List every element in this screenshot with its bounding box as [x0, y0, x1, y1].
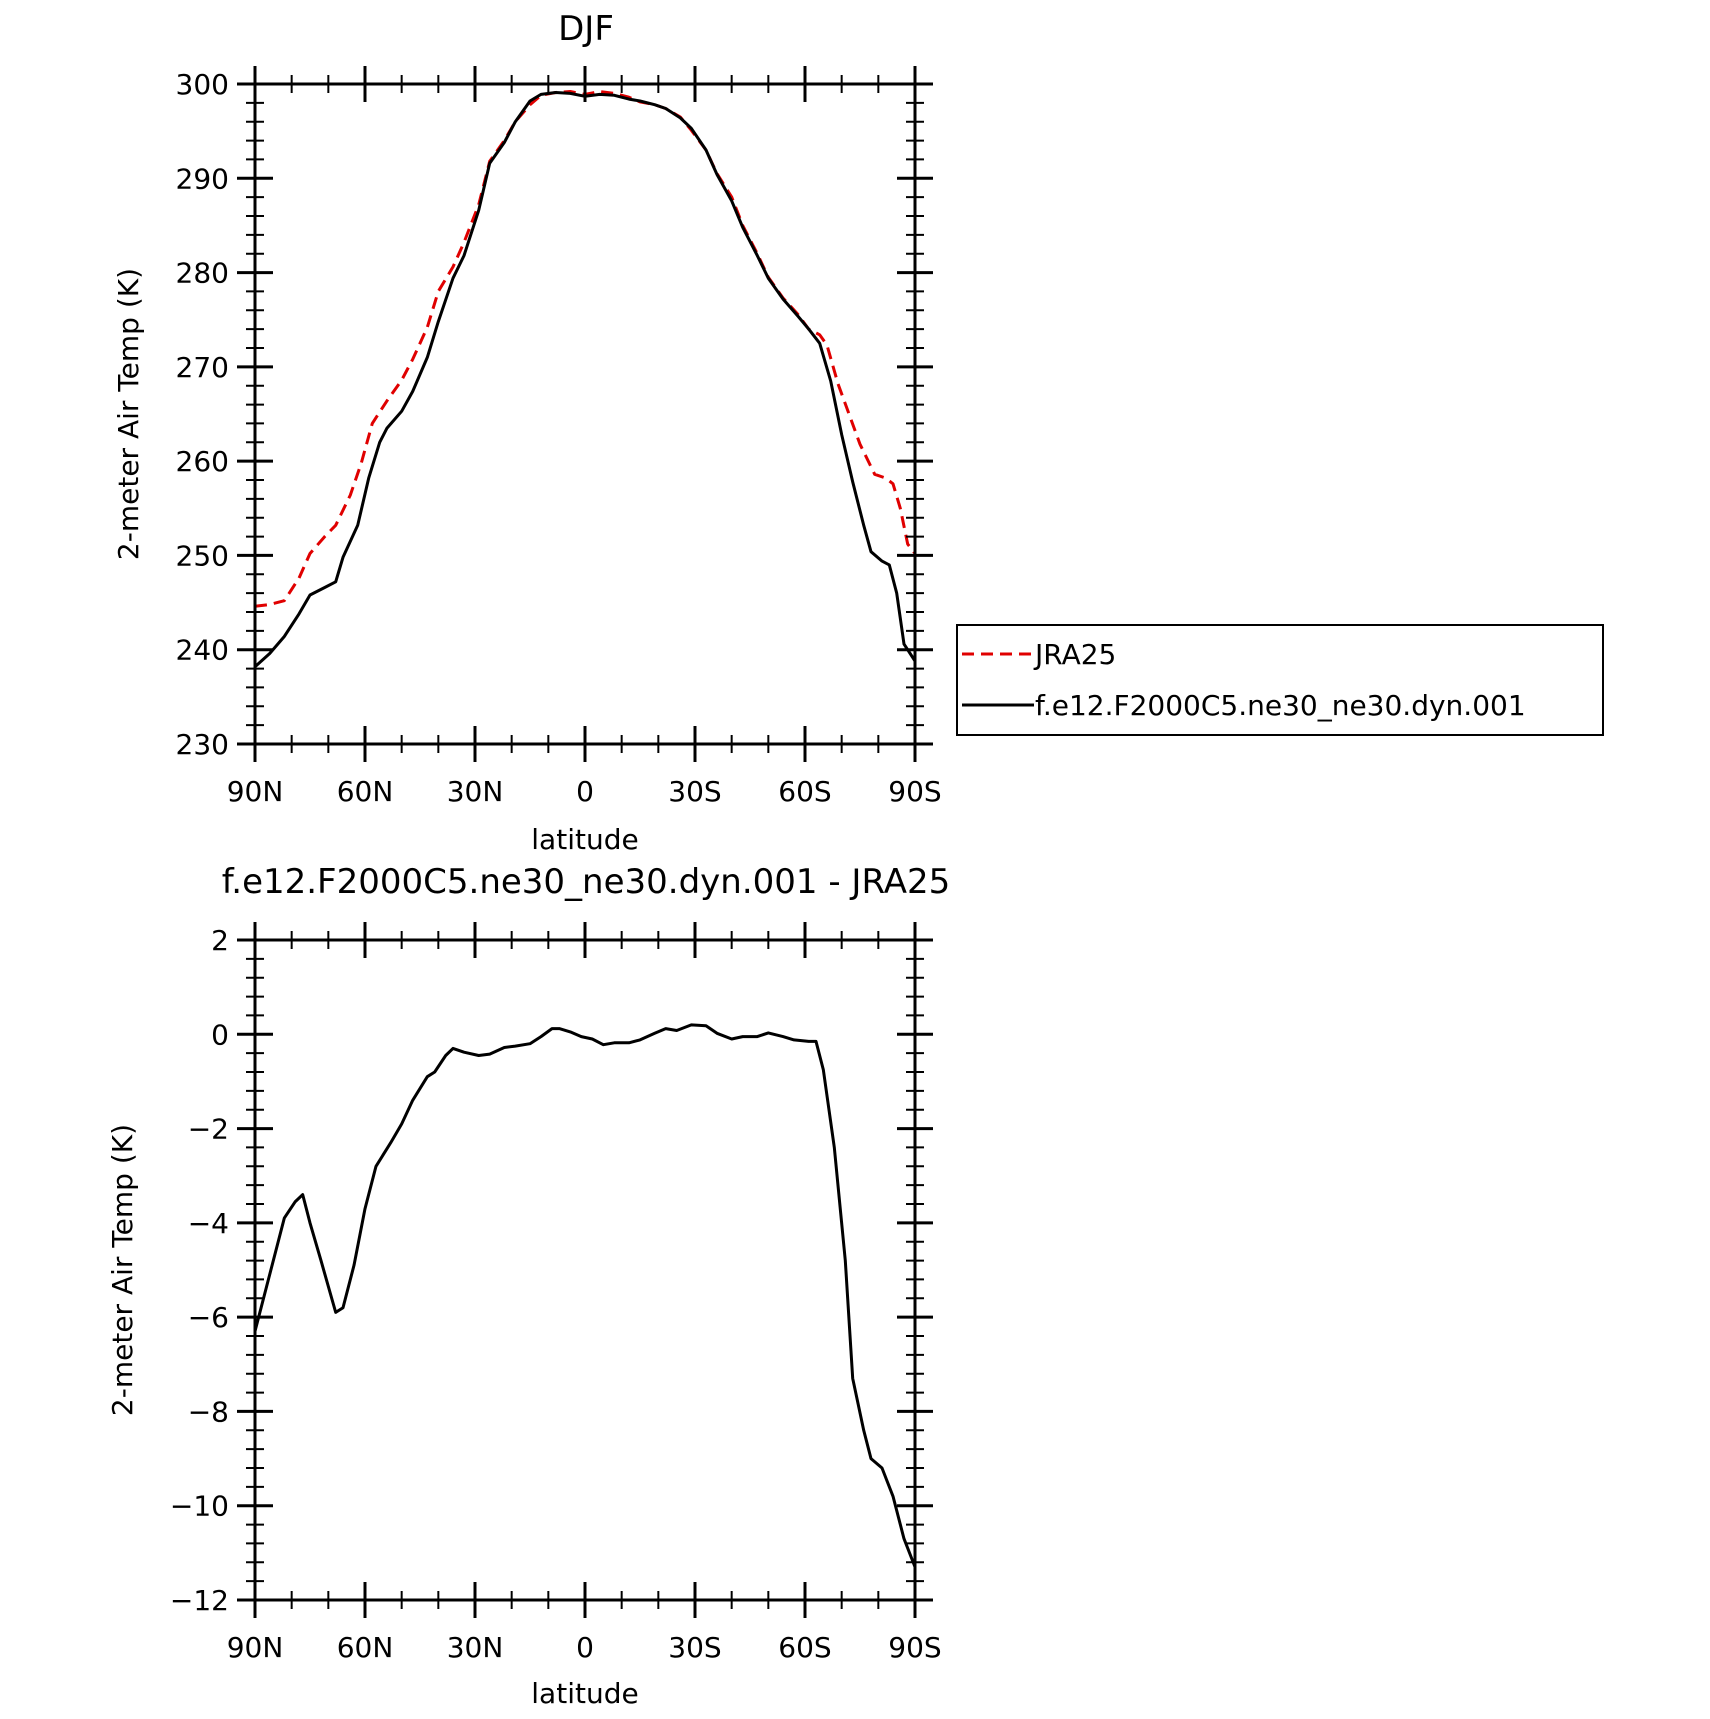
bottom-y-axis-title: 2-meter Air Temp (K)	[106, 1124, 139, 1416]
top-x-tick-label: 30N	[447, 775, 504, 808]
bot-x-tick-label: 30N	[447, 1631, 504, 1664]
top-chart-title: DJF	[558, 9, 614, 49]
bottom-y-axis: 2 0 −2 −4 −6 −8 −10 −12	[170, 924, 933, 1617]
bot-series-line-0	[253, 1023, 917, 1568]
bottom-chart-title: f.e12.F2000C5.ne30_ne30.dyn.001 - JRA25	[222, 862, 950, 902]
bottom-x-axis: 90N 60N 30N 0 30S 60S 90S	[227, 922, 942, 1664]
legend-label-jra25: JRA25	[1033, 638, 1116, 671]
top-x-tick-label: 30S	[668, 775, 721, 808]
bot-y-tick-label: −2	[188, 1113, 229, 1146]
bot-x-tick-label: 30S	[668, 1631, 721, 1664]
bot-x-tick-label: 0	[576, 1631, 594, 1664]
legend-label-model: f.e12.F2000C5.ne30_ne30.dyn.001	[1035, 689, 1526, 722]
top-y-tick-label: 290	[176, 162, 229, 195]
bot-x-tick-label: 90S	[888, 1631, 941, 1664]
bottom-series-group	[253, 1023, 917, 1568]
bot-x-tick-label: 90N	[227, 1631, 284, 1664]
top-series-group	[253, 90, 917, 668]
top-y-tick-label: 230	[176, 728, 229, 761]
legend-box	[956, 624, 1604, 736]
top-plot-frame	[253, 82, 917, 746]
top-y-axis-title: 2-meter Air Temp (K)	[112, 268, 145, 560]
bot-y-tick-label: −6	[188, 1301, 229, 1334]
top-series-line-1	[253, 91, 917, 668]
top-panel: DJF 300 290 280 270 260 250 240 230 90N 60N 30N 0 3…	[112, 9, 942, 856]
bot-y-tick-label: −8	[188, 1395, 229, 1428]
bot-y-tick-label: 0	[211, 1018, 229, 1051]
top-y-tick-label: 250	[176, 539, 229, 572]
legend: JRA25 f.e12.F2000C5.ne30_ne30.dyn.001	[956, 624, 1604, 736]
top-y-axis: 300 290 280 270 260 250 240 230	[176, 68, 933, 761]
bot-x-tick-label: 60N	[337, 1631, 394, 1664]
top-y-tick-label: 240	[176, 634, 229, 667]
bottom-panel: f.e12.F2000C5.ne30_ne30.dyn.001 - JRA25 …	[106, 862, 950, 1710]
bottom-x-axis-title: latitude	[531, 1677, 638, 1710]
bot-y-tick-label: −4	[188, 1207, 229, 1240]
top-x-axis: 90N 60N 30N 0 30S 60S 90S	[227, 66, 942, 808]
top-y-tick-label: 300	[176, 68, 229, 101]
top-y-tick-label: 280	[176, 257, 229, 290]
top-x-tick-label: 60S	[778, 775, 831, 808]
top-y-tick-label: 270	[176, 351, 229, 384]
bot-y-tick-label: −10	[170, 1490, 229, 1523]
top-x-tick-label: 60N	[337, 775, 394, 808]
top-series-line-0	[254, 90, 917, 608]
bot-y-tick-label: 2	[211, 924, 229, 957]
bot-x-tick-label: 60S	[778, 1631, 831, 1664]
top-y-tick-label: 260	[176, 445, 229, 478]
top-x-axis-title: latitude	[531, 823, 638, 856]
top-x-tick-label: 90S	[888, 775, 941, 808]
bot-y-tick-label: −12	[170, 1584, 229, 1617]
top-x-tick-label: 0	[576, 775, 594, 808]
top-x-tick-label: 90N	[227, 775, 284, 808]
